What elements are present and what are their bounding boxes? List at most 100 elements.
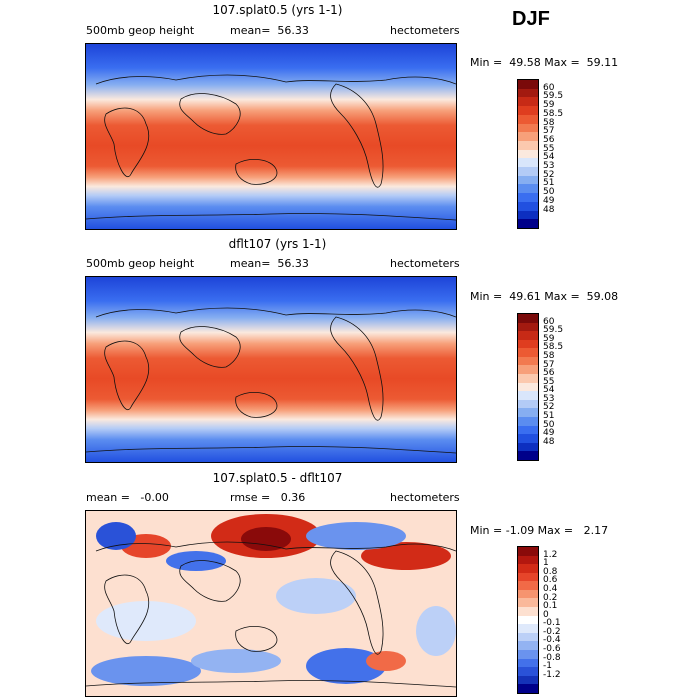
colorbar-tick-label: -1.2 [543,669,561,680]
colorbar-swatch [518,581,538,590]
colorbar-tick-label: -0.2 [543,626,561,637]
panel2-colorbar [517,313,539,461]
colorbar-swatch [518,451,538,460]
colorbar-tick-label: 60 [543,82,555,93]
colorbar-tick-label: -0.8 [543,652,561,663]
colorbar-swatch [518,123,538,133]
colorbar-tick-label: 50 [543,419,555,430]
colorbar-swatch [518,442,538,452]
colorbar-swatch [518,201,538,211]
colorbar-tick-label: 52 [543,169,555,180]
colorbar-tick-label: 59 [543,100,555,111]
colorbar-tick-label: 0.1 [543,601,558,612]
colorbar-tick-label: 0.2 [543,592,558,603]
colorbar-swatch [518,564,538,573]
colorbar-tick-label: 0 [543,609,549,620]
colorbar-tick-label: 52 [543,402,555,413]
colorbar-swatch [518,399,538,409]
colorbar-tick-label: 0.4 [543,583,558,594]
panel3-title: 107.splat0.5 - dflt107 [212,471,343,485]
colorbar-swatch [518,331,538,340]
colorbar-tick-label: 56 [543,368,555,379]
colorbar-swatch [518,114,538,124]
colorbar-tick-label: 60 [543,316,555,327]
panel2-field-label: 500mb geop height [86,257,195,270]
colorbar-tick-label: 59.5 [543,91,564,102]
colorbar-tick-label: 59.5 [543,325,564,336]
colorbar-tick-label: 53 [543,393,555,404]
colorbar-swatch [518,684,538,693]
colorbar-swatch [518,382,538,392]
colorbar-swatch [518,219,538,228]
panel1-field-label: 500mb geop height [86,24,195,37]
panel1-title: 107.splat0.5 (yrs 1-1) [212,3,343,17]
colorbar-swatch [518,434,538,443]
colorbar-swatch [518,365,538,375]
panel3-rmse-label: rmse = 0.36 [230,491,306,504]
panel3-minmax: Min = -1.09 Max = 2.17 [470,524,609,537]
colorbar-tick-label: 54 [543,385,555,396]
colorbar-swatch [518,322,538,332]
colorbar-swatch [518,314,538,323]
colorbar-tick-label: 59 [543,333,555,344]
colorbar-tick-label: 57 [543,359,555,370]
colorbar-tick-label: 1 [543,558,549,569]
colorbar-swatch [518,106,538,115]
colorbar-tick-label: 51 [543,411,555,422]
panel1-mean-label: mean= 56.33 [230,24,309,37]
colorbar-swatch [518,632,538,642]
panel2-map [85,276,457,463]
colorbar-tick-label: 55 [543,376,555,387]
panel3-colorbar [517,546,539,694]
colorbar-swatch [518,140,538,150]
colorbar-swatch [518,374,538,383]
panel2-mean-label: mean= 56.33 [230,257,309,270]
colorbar-swatch [518,641,538,650]
panel2-minmax: Min = 49.61 Max = 59.08 [470,290,619,303]
colorbar-tick-label: 51 [543,178,555,189]
colorbar-tick-label: 55 [543,143,555,154]
panel3-mean-label: mean = -0.00 [86,491,169,504]
panel1-minmax: Min = 49.58 Max = 59.11 [470,56,619,69]
colorbar-swatch [518,416,538,426]
colorbar-tick-label: 58.5 [543,108,564,119]
colorbar-swatch [518,547,538,556]
colorbar-swatch [518,348,538,357]
colorbar-swatch [518,210,538,220]
colorbar-swatch [518,675,538,685]
colorbar-tick-label: 58 [543,117,555,128]
panel1-units-label: hectometers [390,24,460,37]
colorbar-tick-label: 58 [543,350,555,361]
colorbar-swatch [518,184,538,194]
colorbar-swatch [518,615,538,625]
colorbar-tick-label: -0.6 [543,644,561,655]
colorbar-tick-label: 54 [543,152,555,163]
colorbar-tick-label: 48 [543,436,555,447]
colorbar-swatch [518,132,538,141]
colorbar-swatch [518,624,538,633]
colorbar-swatch [518,572,538,582]
panel1-map [85,43,457,230]
colorbar-tick-label: 56 [543,134,555,145]
colorbar-swatch [518,356,538,366]
colorbar-swatch [518,167,538,176]
colorbar-tick-label: 0.8 [543,566,558,577]
colorbar-swatch [518,425,538,435]
colorbar-swatch [518,667,538,676]
colorbar-swatch [518,88,538,98]
colorbar-tick-label: 57 [543,126,555,137]
panel2-title: dflt107 (yrs 1-1) [228,237,327,251]
colorbar-tick-label: 50 [543,187,555,198]
colorbar-tick-label: -0.4 [543,635,561,646]
colorbar-swatch [518,97,538,107]
colorbar-swatch [518,391,538,400]
colorbar-tick-label: 53 [543,161,555,172]
panel2-units-label: hectometers [390,257,460,270]
colorbar-swatch [518,589,538,599]
colorbar-swatch [518,607,538,616]
colorbar-tick-label: 1.2 [543,549,558,560]
colorbar-swatch [518,175,538,185]
colorbar-swatch [518,158,538,168]
colorbar-swatch [518,408,538,417]
colorbar-tick-label: 48 [543,204,555,215]
